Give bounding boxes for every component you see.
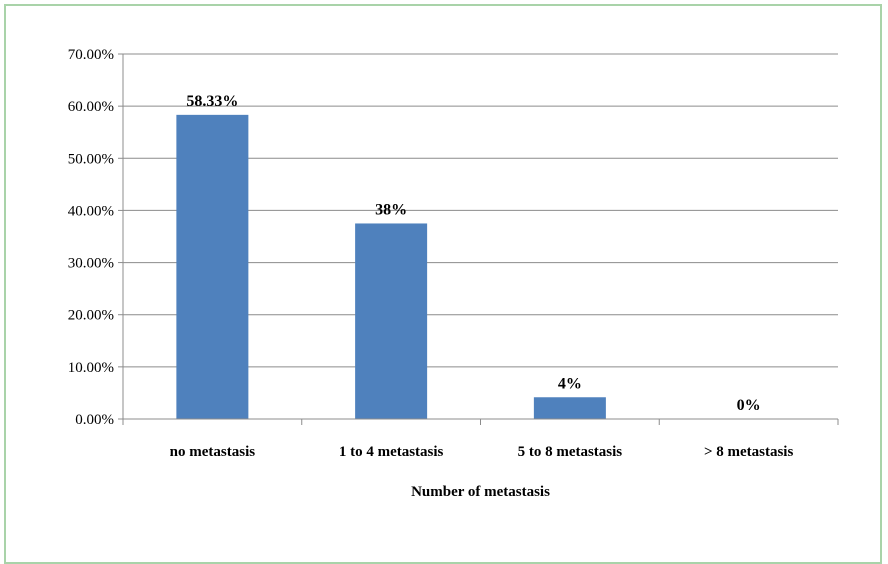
y-tick-label: 0.00% — [75, 412, 114, 428]
data-label: 0% — [737, 397, 761, 414]
bar-chart: 0.00% 10.00% 20.00% 30.00% 40.00% 50.00% 60.00… — [68, 47, 839, 500]
category-label: 1 to 4 metastasis — [339, 444, 444, 460]
category-label: > 8 metastasis — [704, 444, 794, 460]
y-tick-label: 60.00% — [68, 99, 114, 115]
y-tick-label: 20.00% — [68, 308, 114, 324]
category-label: no metastasis — [170, 444, 256, 460]
category-labels: no metastasis 1 to 4 metastasis 5 to 8 met… — [170, 444, 794, 460]
y-tick-label: 30.00% — [68, 256, 114, 272]
bar — [533, 397, 606, 419]
y-tick-label: 50.00% — [68, 151, 114, 167]
bars — [176, 114, 606, 420]
y-tick-labels: 0.00% 10.00% 20.00% 30.00% 40.00% 50.00% 60.00… — [68, 47, 114, 428]
bar — [355, 223, 428, 419]
data-label: 58.33% — [186, 93, 238, 110]
data-label: 4% — [558, 375, 582, 392]
y-tick-label: 40.00% — [68, 203, 114, 219]
y-tick-label: 70.00% — [68, 47, 114, 63]
y-tick-label: 10.00% — [68, 360, 114, 376]
data-labels: 58.33% 38% 4% 0% — [186, 93, 760, 414]
bar — [176, 114, 249, 420]
x-axis-title: Number of metastasis — [411, 484, 550, 500]
chart-frame — [4, 4, 882, 564]
axes — [118, 53, 839, 425]
data-label: 38% — [375, 201, 407, 218]
category-label: 5 to 8 metastasis — [518, 444, 623, 460]
